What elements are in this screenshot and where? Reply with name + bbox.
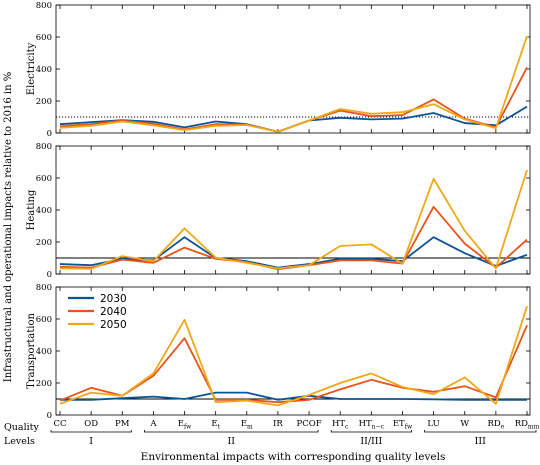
- x-tick-label: LU: [427, 419, 439, 429]
- quality-level-label: II/III: [360, 436, 382, 447]
- quality-level-bracket: II/III: [330, 430, 412, 447]
- x-tick-label: W: [460, 419, 469, 429]
- panel-y-axis-label: Heating: [26, 189, 37, 230]
- series-line-2050: [59, 169, 528, 270]
- quality-level-label: III: [475, 436, 487, 447]
- panel-frame: [55, 4, 531, 134]
- y-tick-label: 800: [36, 1, 52, 11]
- legend-entry-2050: 2050: [68, 319, 127, 331]
- quality-levels-label-line2: Levels: [4, 436, 35, 447]
- series-line-2050: [59, 305, 528, 407]
- y-tick-label: 800: [36, 142, 52, 152]
- chart-panels: 0 200 400 600 800 Electricity 0 200 400 600 800 Hea…: [26, 1, 531, 421]
- x-tick-label: A: [149, 419, 157, 429]
- x-tick-label: PCOF: [297, 419, 322, 429]
- x-tick-label: RDe: [487, 419, 504, 431]
- quality-level-label: I: [89, 436, 93, 447]
- x-tick-label: Et: [211, 419, 220, 431]
- y-tick-label: 0: [47, 129, 52, 139]
- y-tick-label: 600: [36, 174, 52, 184]
- y-tick-label: 200: [36, 97, 52, 107]
- panel-y-axis-label: Electricity: [26, 42, 37, 95]
- x-tick-label: RDmm: [515, 419, 540, 431]
- series-line-2030: [59, 236, 528, 269]
- y-tick-label: 200: [36, 238, 52, 248]
- x-tick-label: ETfw: [393, 419, 413, 431]
- series-line-2050: [59, 35, 528, 133]
- y-tick-label: 200: [36, 379, 52, 389]
- bracket-line: [330, 430, 412, 433]
- quality-level-label: II: [227, 436, 235, 447]
- quality-level-bracket: III: [424, 430, 537, 447]
- outer-y-axis-label: Infrastructural and operational impacts …: [3, 72, 14, 382]
- y-tick-label: 600: [36, 33, 52, 43]
- y-tick-label: 0: [47, 270, 52, 280]
- quality-level-bracket: II: [144, 430, 319, 447]
- y-tick-label: 400: [36, 65, 52, 75]
- x-tick-label: HTc: [332, 419, 349, 431]
- x-tick-label: Em: [241, 419, 253, 431]
- series-line-2030: [59, 105, 528, 133]
- panel-heating: 0 200 400 600 800 Heating: [26, 142, 531, 280]
- bracket-line: [50, 430, 132, 433]
- x-tick-label: PM: [115, 419, 130, 429]
- x-axis-label: Environmental impacts with corresponding…: [141, 451, 446, 463]
- panel-frame: [55, 286, 531, 416]
- x-tick-label: Efw: [178, 419, 192, 431]
- x-tick-label: IR: [273, 419, 283, 429]
- quality-level-bracket: I: [50, 430, 132, 447]
- bracket-line: [424, 430, 537, 433]
- legend-label: 2040: [100, 306, 127, 318]
- panel-frame: [55, 145, 531, 275]
- y-tick-label: 800: [36, 283, 52, 293]
- x-tick-label: OD: [84, 419, 98, 429]
- y-tick-label: 600: [36, 315, 52, 325]
- series-line-2030: [60, 391, 527, 401]
- legend-label: 2050: [100, 319, 127, 331]
- y-tick-label: 400: [36, 206, 52, 216]
- legend-label: 2030: [100, 293, 127, 305]
- quality-levels-label-line1: Quality: [4, 422, 39, 433]
- x-tick-label: HTn−c: [359, 419, 385, 431]
- legend-entry-2030: 2030: [68, 293, 127, 305]
- panel-y-axis-label: Transportation: [26, 313, 37, 389]
- x-axis: CC OD PM A Efw Et Em IR PCOF HTc HTn−c ETfw LU W RDe RD…: [50, 419, 540, 447]
- panel-transportation: 0 200 400 600 800 Transportation: [26, 283, 531, 421]
- x-tick-label: CC: [53, 419, 66, 429]
- legend-entry-2040: 2040: [68, 306, 127, 318]
- bracket-line: [144, 430, 319, 433]
- panel-electricity: 0 200 400 600 800 Electricity: [26, 1, 531, 139]
- y-tick-label: 400: [36, 347, 52, 357]
- y-tick-label: 0: [47, 411, 52, 421]
